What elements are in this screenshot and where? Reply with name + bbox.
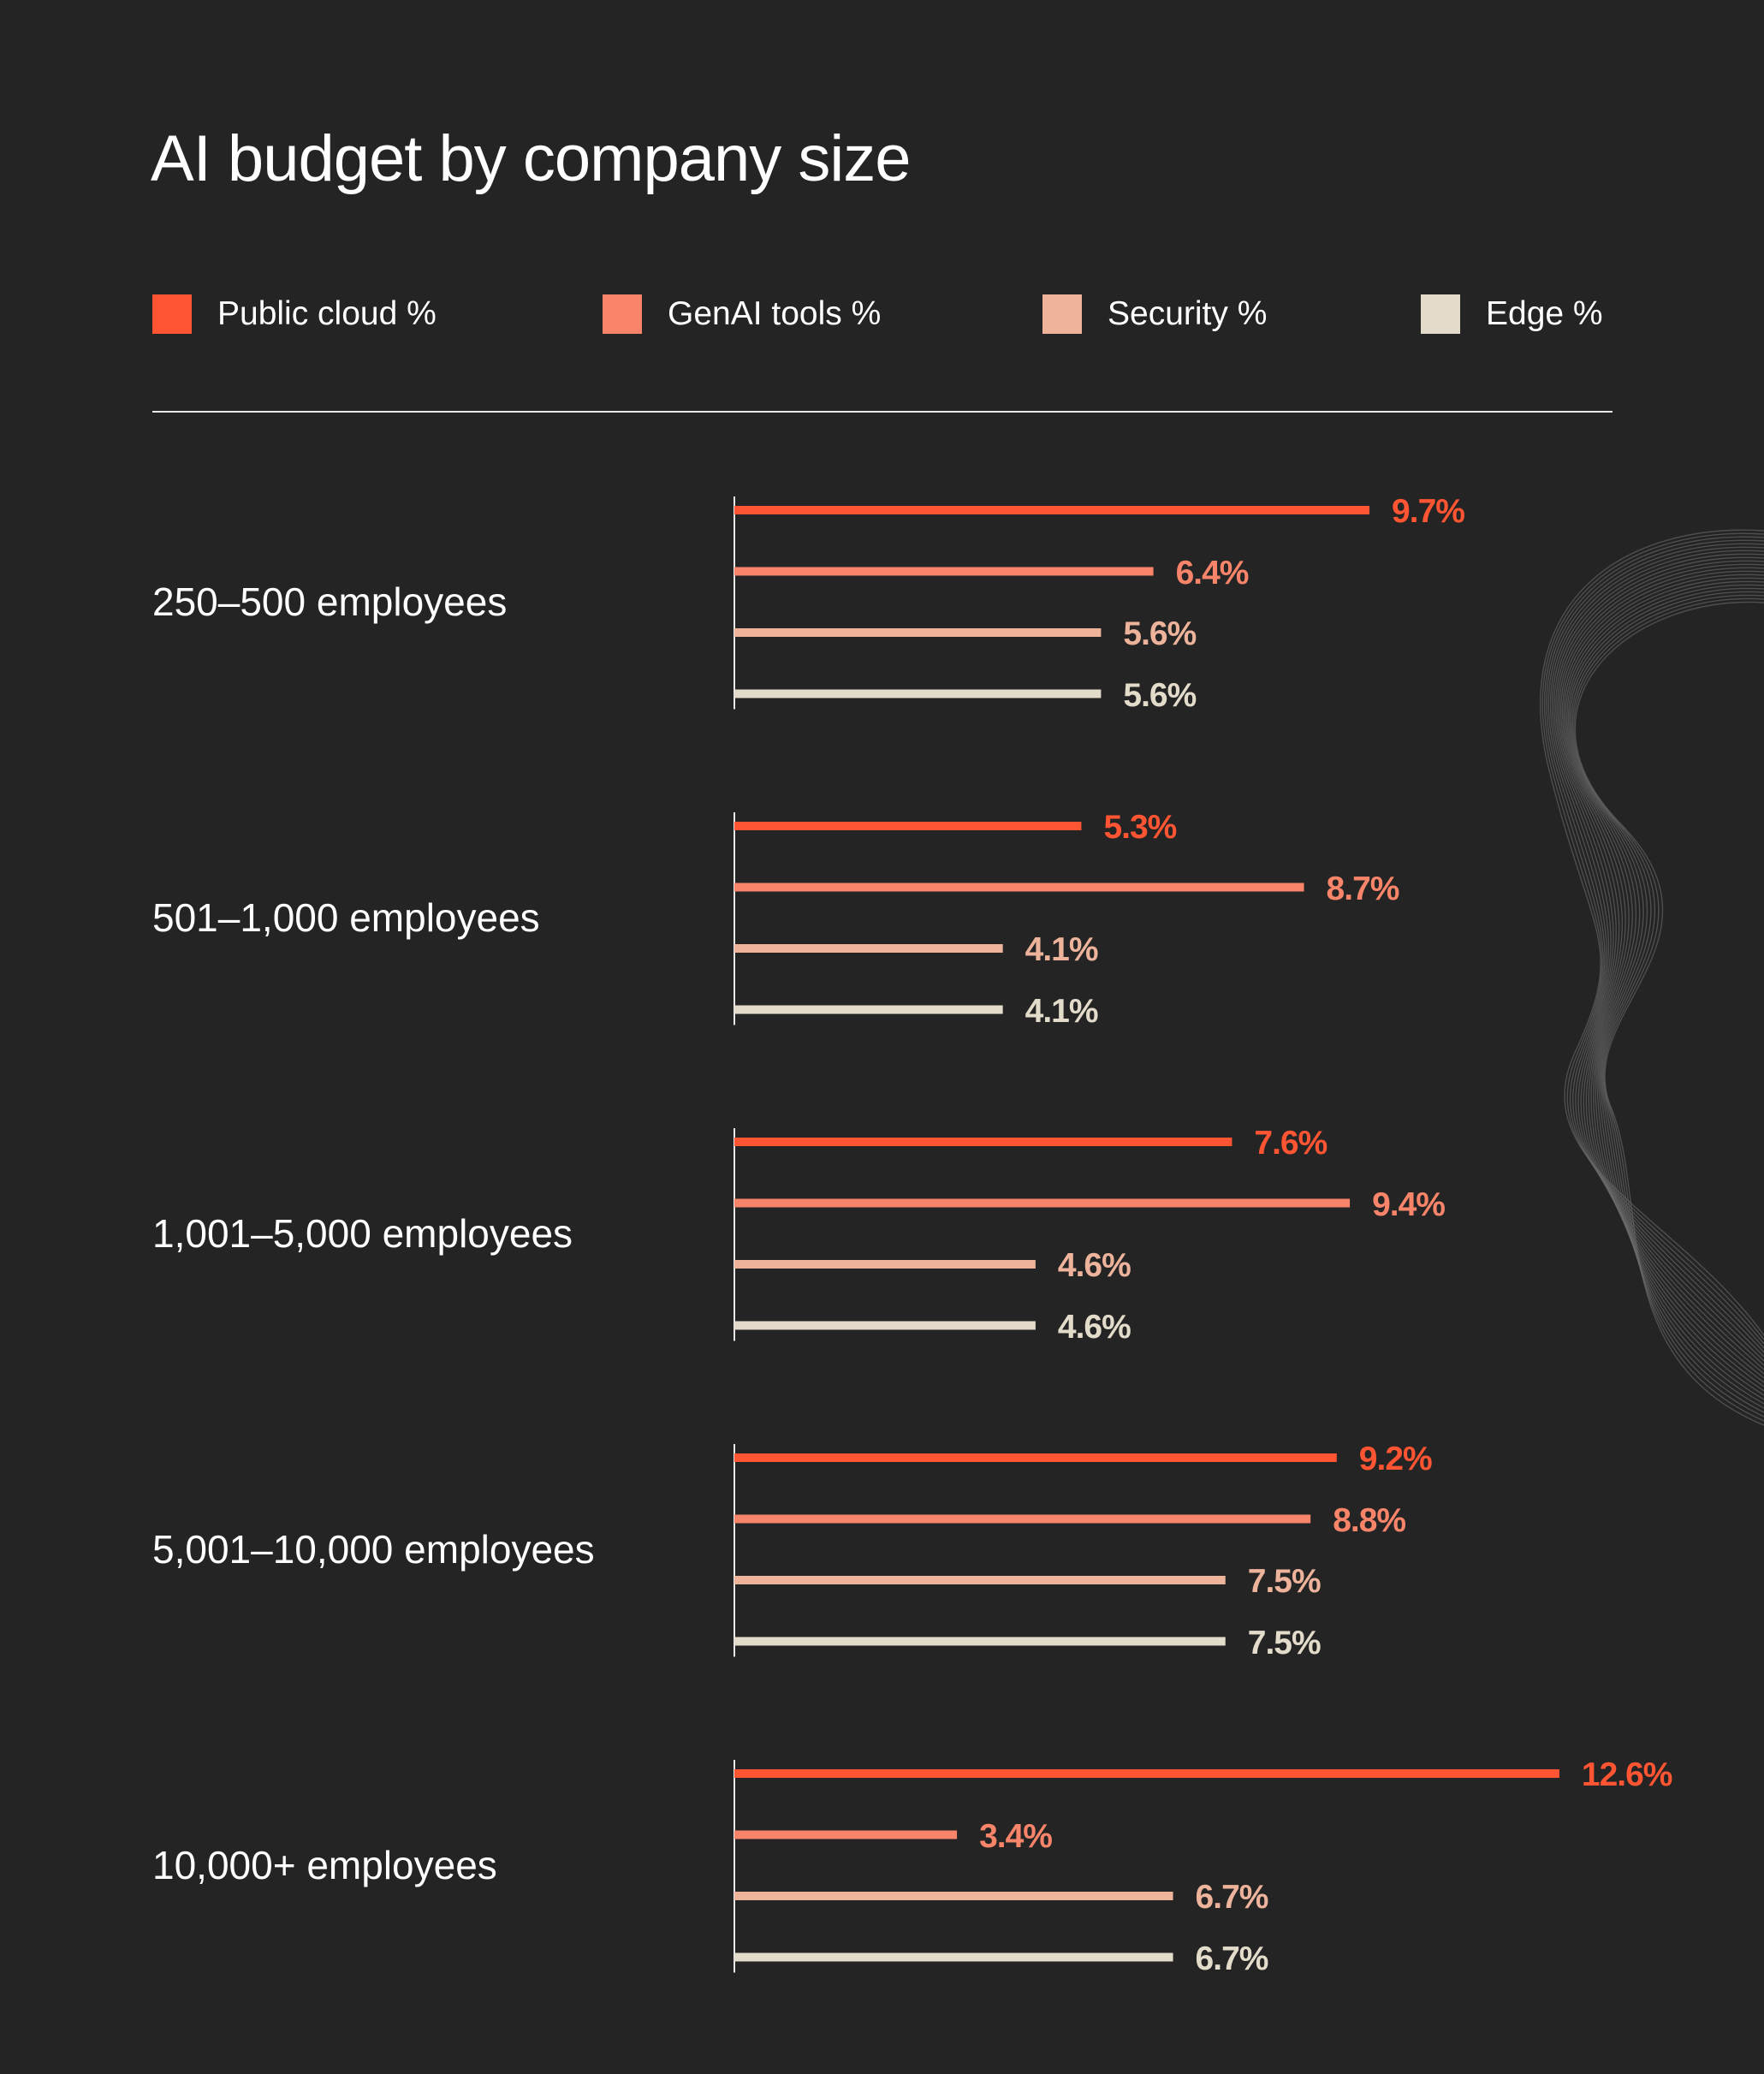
data-label: 12.6% (1581, 1756, 1673, 1793)
bar (734, 1005, 1003, 1014)
data-label: 5.6% (1123, 676, 1197, 714)
legend-swatch (1421, 294, 1460, 334)
data-label: 7.5% (1247, 1624, 1322, 1661)
chart-title: AI budget by company size (151, 122, 912, 195)
legend-swatch (1042, 294, 1082, 334)
bar (734, 567, 1154, 576)
bar (734, 1769, 1559, 1778)
legend-swatch (152, 294, 192, 334)
legend-item: Public cloud % (152, 294, 437, 334)
bar (734, 1952, 1173, 1962)
data-label: 9.4% (1372, 1186, 1446, 1223)
bar (734, 1198, 1351, 1208)
category-label: 501–1,000 employees (152, 895, 540, 941)
divider (152, 411, 1613, 413)
legend-swatch (603, 294, 642, 334)
category-label: 1,001–5,000 employees (152, 1211, 573, 1257)
data-label: 9.2% (1358, 1441, 1433, 1477)
bar (734, 689, 1102, 698)
bar (734, 1138, 1232, 1146)
bar (734, 944, 1003, 953)
legend-item: GenAI tools % (603, 294, 881, 334)
bar (734, 1260, 1036, 1269)
category-label: 10,000+ employees (152, 1843, 497, 1888)
bar (734, 1830, 958, 1839)
bar (734, 506, 1370, 514)
category-label: 250–500 employees (152, 579, 508, 625)
data-label: 7.6% (1254, 1125, 1327, 1162)
legend-item: Edge % (1421, 294, 1603, 334)
legend-label: Public cloud % (217, 295, 437, 332)
legend-label: Edge % (1486, 295, 1603, 332)
data-label: 4.6% (1057, 1308, 1131, 1346)
bar (734, 882, 1304, 892)
bar (734, 1637, 1226, 1646)
legend-label: Security % (1108, 295, 1268, 332)
data-label: 4.1% (1025, 931, 1099, 968)
data-label: 6.7% (1195, 1879, 1269, 1916)
bar (734, 1514, 1311, 1524)
data-label: 7.5% (1247, 1563, 1322, 1600)
bar (734, 1892, 1173, 1900)
bar (734, 628, 1102, 637)
bar (734, 822, 1082, 830)
legend-item: Security % (1042, 294, 1267, 334)
data-label: 6.7% (1195, 1940, 1269, 1977)
data-label: 4.1% (1025, 992, 1099, 1030)
bar (734, 1453, 1337, 1462)
data-label: 5.6% (1123, 615, 1197, 652)
data-label: 8.8% (1333, 1501, 1406, 1539)
wave-line (1552, 550, 1764, 1362)
data-label: 5.3% (1103, 809, 1177, 846)
category-label: 5,001–10,000 employees (152, 1527, 595, 1572)
data-label: 8.7% (1326, 870, 1400, 907)
data-label: 3.4% (979, 1817, 1053, 1855)
wave-line (1574, 601, 1764, 1426)
bar (734, 1576, 1226, 1584)
wave-line (1541, 532, 1764, 1340)
data-label: 6.4% (1175, 554, 1250, 591)
data-label: 9.7% (1392, 493, 1465, 530)
bar (734, 1321, 1036, 1330)
legend-label: GenAI tools % (668, 295, 882, 332)
data-label: 4.6% (1057, 1247, 1131, 1284)
